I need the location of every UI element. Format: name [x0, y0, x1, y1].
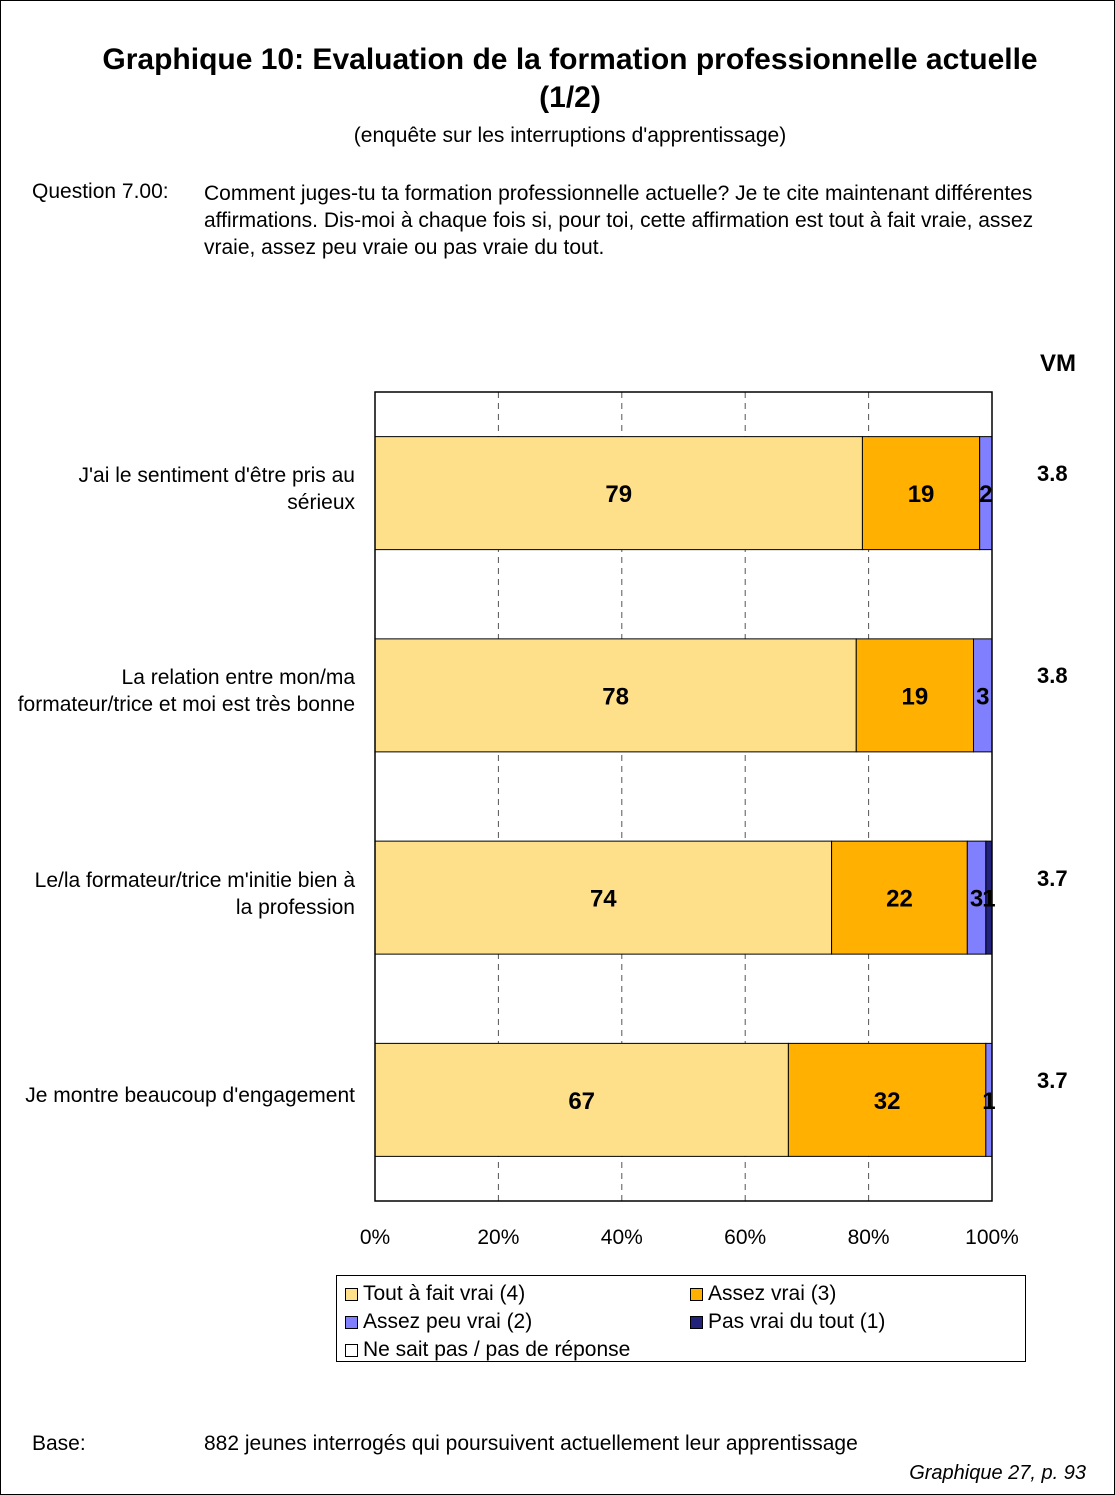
legend-label: Pas vrai du tout (1) [708, 1310, 886, 1333]
legend-item: Pas vrai du tout (1) [690, 1310, 885, 1334]
x-tick-label: 40% [600, 1226, 643, 1249]
bar-data-label: 1 [982, 1088, 995, 1115]
x-tick-label: 60% [724, 1226, 767, 1249]
chart-title-line2: (1/2) [539, 81, 601, 114]
x-tick-label: 80% [847, 1226, 890, 1249]
bar-segment [374, 840, 833, 955]
vm-value: 3.8 [1037, 461, 1068, 487]
bar-data-label: 79 [605, 481, 632, 508]
vm-header: VM [1040, 350, 1076, 377]
vm-value: 3.8 [1037, 663, 1068, 689]
bar-data-label: 19 [902, 683, 929, 710]
legend-swatch [345, 1287, 358, 1301]
bar-segment [787, 1042, 987, 1157]
bar-data-label: 3 [970, 886, 983, 913]
category-label: Je montre beaucoup d'engagement [25, 1084, 355, 1108]
legend-item: Ne sait pas / pas de réponse [345, 1338, 630, 1362]
category-label: J'ai le sentiment d'être pris au sérieux [78, 464, 356, 515]
chart-subtitle: (enquête sur les interruptions d'apprent… [353, 124, 787, 147]
bar-data-label: 67 [568, 1088, 595, 1115]
x-tick-label: 0% [359, 1226, 391, 1249]
legend-swatch [690, 1315, 703, 1329]
question-text: Comment juges-tu ta formation profession… [204, 182, 1034, 259]
legend-label: Tout à fait vrai (4) [363, 1282, 526, 1305]
legend-item: Assez peu vrai (2) [345, 1310, 532, 1334]
bar-data-label: 2 [979, 481, 992, 508]
legend-swatch [345, 1343, 358, 1357]
bar-data-label: 22 [886, 886, 913, 913]
bar-segment [861, 436, 981, 551]
vm-value: 3.7 [1037, 1067, 1068, 1093]
legend-item: Assez vrai (3) [690, 1282, 836, 1306]
question-label: Question 7.00: [32, 180, 169, 203]
legend-label: Assez vrai (3) [708, 1282, 837, 1305]
bar-segment [374, 1042, 789, 1157]
bar-data-label: 3 [976, 683, 989, 710]
bar-data-label: 32 [874, 1088, 901, 1115]
bar-data-label: 19 [908, 481, 935, 508]
legend: Tout à fait vrai (4) Assez vrai (3) Assez … [336, 1275, 1026, 1362]
x-tick-label: 20% [477, 1226, 520, 1249]
legend-label: Ne sait pas / pas de réponse [363, 1338, 631, 1361]
source-note: Graphique 27, p. 93 [909, 1462, 1086, 1484]
category-label: Le/la formateur/trice m'initie bien à la… [34, 868, 355, 919]
base-label: Base: [32, 1432, 86, 1455]
category-label: La relation entre mon/ma formateur/trice… [17, 666, 355, 717]
bar-segment [831, 840, 968, 955]
bar-segment [374, 638, 857, 753]
legend-label: Assez peu vrai (2) [363, 1310, 533, 1333]
base-text: 882 jeunes interrogés qui poursuivent ac… [204, 1432, 858, 1455]
vm-value: 3.7 [1037, 865, 1068, 891]
legend-swatch [690, 1287, 703, 1301]
plot-border [374, 391, 993, 1202]
bar-data-label: 74 [590, 886, 617, 913]
bar-data-label: 78 [602, 683, 629, 710]
bar-data-label: 1 [982, 886, 995, 913]
legend-item: Tout à fait vrai (4) [345, 1282, 525, 1306]
x-tick-label: 100% [965, 1226, 1019, 1249]
legend-swatch [345, 1315, 358, 1329]
bar-segment [855, 638, 974, 753]
chart-title-line1: Graphique 10: Evaluation de la formation… [102, 43, 1038, 76]
